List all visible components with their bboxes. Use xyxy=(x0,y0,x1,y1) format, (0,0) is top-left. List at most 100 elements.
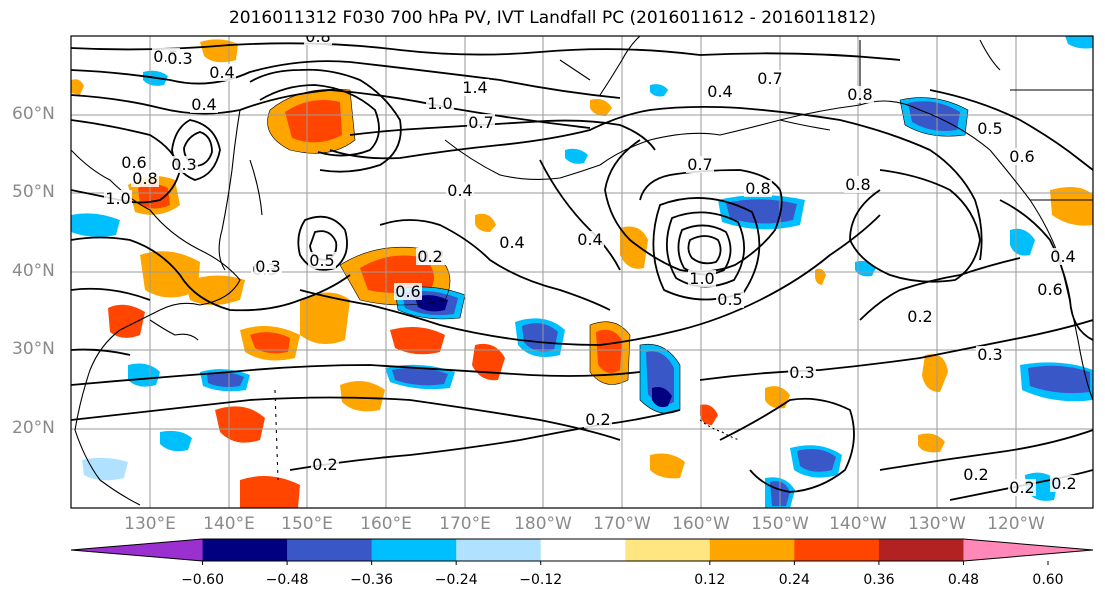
contour-label: 0.2 xyxy=(585,410,610,429)
contour-label-bg xyxy=(1008,479,1036,496)
contour-label-bg xyxy=(394,283,422,300)
colorbar-segment xyxy=(794,539,880,561)
contour-label-bg xyxy=(304,36,332,45)
contour-label: 0.6 xyxy=(395,282,420,301)
contour-label-bg xyxy=(311,456,339,473)
contour-label-bg xyxy=(976,346,1004,363)
lon-label: 170°E xyxy=(439,514,491,534)
colorbar-segment xyxy=(878,539,964,561)
contour-label-bg xyxy=(716,291,744,308)
contour-label-bg xyxy=(756,70,784,87)
contour-label-bg xyxy=(170,156,198,173)
colorbar-segment xyxy=(287,539,373,561)
contour-label-bg xyxy=(576,231,604,248)
colorbar xyxy=(70,538,1094,565)
contour-label: 0.4 xyxy=(447,181,472,200)
contour-label-bg xyxy=(461,79,489,96)
contour-label: 0.6 xyxy=(1037,280,1062,299)
contour-label-bg xyxy=(584,411,612,428)
contour-label: 0.3 xyxy=(977,345,1002,364)
contour-label-bg xyxy=(1008,148,1036,165)
colorbar-segment xyxy=(540,539,626,561)
contour-label: 1.0 xyxy=(689,269,714,288)
contour-label: 0.3 xyxy=(789,363,814,382)
map-title: 2016011312 F030 700 hPa PV, IVT Landfall… xyxy=(228,8,876,28)
contour-label: 0.2 xyxy=(312,455,337,474)
colorbar-segment xyxy=(625,539,711,561)
contour-label: 0.6 xyxy=(1009,147,1034,166)
colorbar-tick-label: 0.24 xyxy=(778,572,810,588)
colorbar-tick-label: 0.48 xyxy=(947,572,980,588)
contour-label: 1.0 xyxy=(105,189,130,208)
contour-label: 0.4 xyxy=(577,230,602,249)
contour-label-bg xyxy=(190,96,218,113)
contour-label-bg xyxy=(844,176,872,193)
lon-label: 140°E xyxy=(203,514,255,534)
contour-label: 1.0 xyxy=(427,94,452,113)
contour-label: 0.7 xyxy=(468,113,493,132)
colorbar-segment xyxy=(963,539,1093,561)
colorbar-tick-label: −0.36 xyxy=(350,572,394,588)
contour-label: 0.4 xyxy=(209,63,234,82)
colorbar-tick-label: 0.12 xyxy=(694,572,726,588)
map-frame xyxy=(70,35,1094,509)
contour-label: 0.7 xyxy=(757,69,782,88)
lon-label: 160°E xyxy=(360,514,412,534)
contour-label: 0.7 xyxy=(687,155,712,174)
contour-label-bg xyxy=(846,86,874,103)
contour-label-bg xyxy=(962,466,990,483)
lon-label: 150°W xyxy=(751,514,809,534)
contour-label-bg xyxy=(120,154,148,171)
lon-label: 150°E xyxy=(281,514,333,534)
contour-label: 0.5 xyxy=(977,119,1002,138)
lon-label: 180°W xyxy=(514,514,572,534)
contour-label-bg xyxy=(1036,281,1064,298)
contour-label: 0.3 xyxy=(167,49,192,68)
contour-label: 0.4 xyxy=(499,233,524,252)
lon-label: 140°W xyxy=(829,514,887,534)
contour-label: 0.5 xyxy=(717,290,742,309)
colorbar-segment xyxy=(371,539,457,561)
colorbar-segment xyxy=(709,539,795,561)
contour-label: 0.8 xyxy=(132,169,157,188)
contour-label-bg xyxy=(744,180,772,197)
contour-label: 0.8 xyxy=(305,27,330,46)
contour-label-bg xyxy=(706,83,734,100)
contour-label: 0.2 xyxy=(417,247,442,266)
colorbar-tick-label: −0.60 xyxy=(181,572,224,588)
colorbar-segment xyxy=(71,539,203,561)
contour-labels: 0.5 0.4 1.0 0.3 0.6 0.8 0.8 0.4 1.4 1.0 0.7 0.4 0.5 0… xyxy=(104,27,1078,497)
lon-label: 160°W xyxy=(672,514,730,534)
contour-label-bg xyxy=(906,308,934,325)
contour-lines xyxy=(71,42,1093,501)
contour-label: 0.8 xyxy=(745,179,770,198)
contour-label: 1.4 xyxy=(462,78,487,97)
contour-label-bg xyxy=(254,258,282,275)
contour-label-bg xyxy=(686,156,714,173)
lon-label: 130°E xyxy=(124,514,176,534)
contour-label-bg xyxy=(104,190,132,207)
gridlines xyxy=(71,36,1093,508)
colorbar-tick-label: −0.24 xyxy=(434,572,478,588)
contour-label-bg xyxy=(166,50,194,67)
contour-label: 0.4 xyxy=(191,95,216,114)
colorbar-segment xyxy=(456,539,542,561)
contour-label: 0.2 xyxy=(963,465,988,484)
colorbar-tick-label: −0.48 xyxy=(265,572,309,588)
contour-label: 0.4 xyxy=(1050,247,1075,266)
contour-label: 0.4 xyxy=(707,82,732,101)
lon-label: 170°W xyxy=(593,514,651,534)
colorbar-segment xyxy=(202,539,288,561)
contour-label: 0.2 xyxy=(1051,474,1076,493)
map-panel: 0.5 0.4 1.0 0.3 0.6 0.8 0.8 0.4 1.4 1.0 0.7 0.4 0.5 0… xyxy=(71,27,1093,508)
contour-label-bg xyxy=(688,270,716,287)
lat-label: 30°N xyxy=(12,339,55,359)
contour-label-bg xyxy=(788,364,816,381)
contour-label-bg xyxy=(498,234,526,251)
contour-label-bg xyxy=(446,182,474,199)
contour-label-bg xyxy=(467,114,495,131)
contour-label: 0.5 xyxy=(309,251,334,270)
contour-label-bg xyxy=(308,252,336,269)
lat-label: 50°N xyxy=(12,182,55,202)
